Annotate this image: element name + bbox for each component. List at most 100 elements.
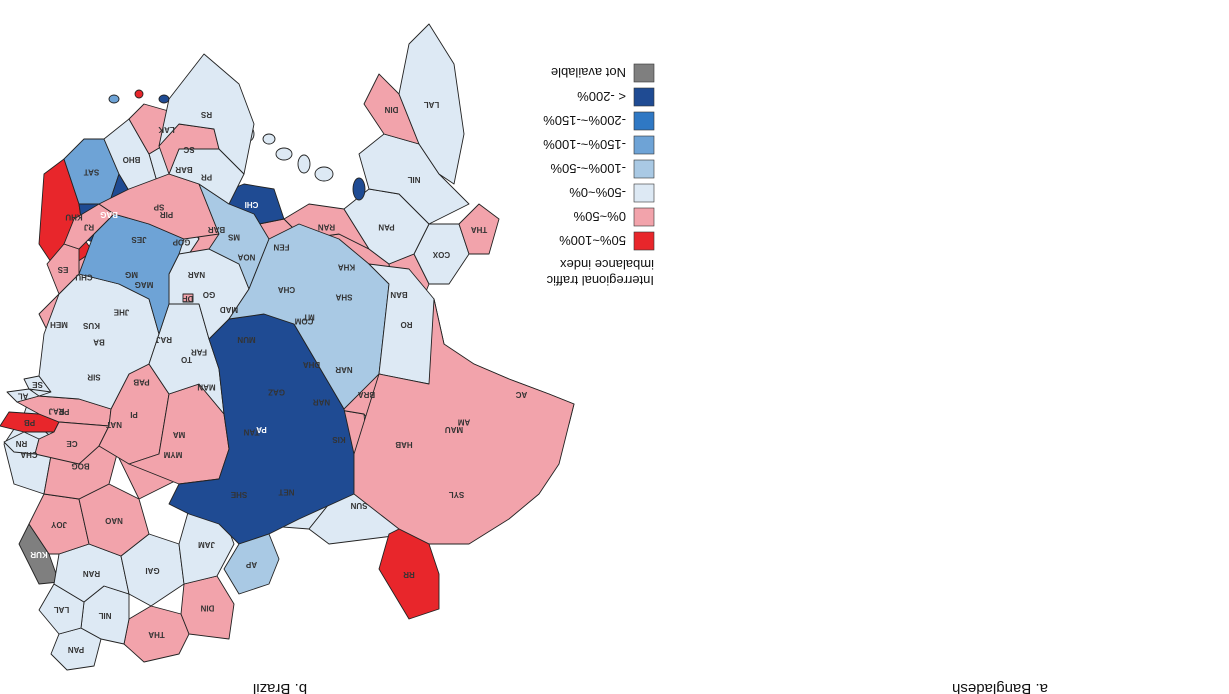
legend-swatch-3	[633, 159, 655, 179]
br-label-13: DF	[183, 294, 194, 303]
bd-label-26: NAR	[313, 397, 331, 406]
br-label-25: SC	[183, 145, 194, 154]
bd-label-12: JAM	[198, 540, 215, 549]
bangladesh-islands	[108, 89, 366, 201]
bd-label-9: NAO	[105, 516, 123, 525]
bd-label-21: MAU	[445, 425, 463, 434]
bd-label-3: DIN	[200, 603, 214, 612]
region-br-RS	[158, 53, 255, 175]
bd-label-31: PAB	[133, 377, 150, 386]
legend-swatch-7	[633, 63, 655, 83]
bd-label-39: MUN	[237, 335, 255, 344]
br-label-21: AC	[516, 390, 528, 399]
bd-label-52: BAR	[175, 165, 193, 174]
bd-label-42: SHA	[335, 292, 352, 301]
br-label-4: SE	[32, 380, 43, 389]
bd-label-0: PAN	[68, 645, 85, 654]
bd-label-47: KHU	[65, 212, 83, 221]
bd-label-29: NAR	[335, 365, 353, 374]
region-bd-4	[38, 583, 85, 635]
bd-label-20: SYL	[449, 490, 465, 499]
bd-label-57: KHA	[338, 262, 356, 271]
legend-label-0: 50%~100%	[559, 233, 626, 248]
bd-label-59: CHI	[245, 200, 259, 209]
bd-label-17: MYM	[163, 450, 182, 459]
legend-label-1: 0%~50%	[573, 209, 626, 224]
bd-label-27: BRA	[358, 390, 376, 399]
legend-subtitle: imbalance index	[560, 257, 654, 272]
bd-label-24: TAN	[243, 427, 259, 436]
legend-swatch-0	[633, 231, 655, 251]
bd-label-61: COX	[432, 250, 450, 259]
region-br-AL	[6, 388, 40, 403]
br-label-0: RN	[16, 439, 28, 448]
bd-label-28: DHA	[303, 360, 321, 369]
region-bd-69	[398, 23, 465, 185]
br-label-12: GO	[203, 290, 215, 299]
legend-label-5: -200%~-150%	[543, 113, 626, 128]
bd-label-40: COM	[294, 316, 313, 325]
bd-label-36: RAJ	[156, 335, 172, 344]
bd-label-10: CHA	[20, 450, 38, 459]
br-label-7: MA	[173, 430, 186, 439]
bd-label-41: CHA	[278, 285, 296, 294]
region-bd-5	[18, 523, 60, 585]
bd-label-15: NAT	[106, 420, 122, 429]
bd-label-33: MEH	[50, 320, 68, 329]
bd-label-35: JHE	[113, 307, 129, 316]
bd-label-43: MAD	[220, 305, 238, 314]
bd-label-38: MAG	[135, 280, 154, 289]
br-label-6: PI	[130, 410, 138, 419]
br-label-11: AP	[245, 560, 257, 569]
bd-label-56: FEN	[273, 242, 289, 251]
legend-label-3: -100%~-50%	[550, 161, 626, 176]
br-label-20: RO	[401, 320, 413, 329]
br-label-14: MG	[125, 270, 138, 279]
map-brazil-shapes	[0, 53, 575, 620]
region-br-RR	[378, 528, 440, 620]
bd-label-50: PIR	[160, 210, 174, 219]
bd-label-1: THA	[148, 630, 165, 639]
bd-label-2: NIL	[407, 175, 420, 184]
bd-label-46: GOP	[172, 237, 190, 246]
bd-label-23: KIS	[332, 435, 346, 444]
br-label-26: RS	[200, 110, 212, 119]
bd-label-54: LAK	[158, 125, 175, 134]
bd-label-13: SHE	[230, 490, 247, 499]
legend-swatch-1	[633, 207, 655, 227]
bd-label-48: SAT	[84, 167, 100, 176]
bd-label-25: GAZ	[268, 387, 285, 396]
bd-label-4: LAL	[54, 605, 70, 614]
bd-label-5: KUR	[30, 550, 48, 559]
bd-label-37: FAR	[191, 347, 207, 356]
br-label-24: PR	[201, 172, 212, 181]
br-label-2: PE	[58, 407, 69, 416]
bd-label-11: BOG	[71, 461, 89, 470]
caption-bangladesh: a. Bangladesh	[952, 680, 1048, 694]
br-label-19: MT	[303, 312, 315, 321]
br-label-15: ES	[57, 265, 68, 274]
br-label-16: RJ	[84, 222, 94, 231]
bd-label-3: DIN	[384, 105, 398, 114]
bd-label-58: RAN	[318, 222, 336, 231]
bd-label-0: PAN	[378, 222, 395, 231]
bd-label-32: KUS	[82, 321, 100, 330]
br-label-1: PB	[24, 418, 35, 427]
br-label-23: RR	[403, 570, 415, 579]
bd-label-4: LAL	[424, 100, 440, 109]
bd-label-19: SUN	[350, 501, 367, 510]
bd-label-14: RAJ	[48, 406, 64, 415]
legend-label-2: -50%~0%	[569, 185, 626, 200]
region-br-ES	[46, 243, 80, 295]
bd-label-7: GAI	[145, 566, 159, 575]
br-label-9: TO	[181, 355, 192, 364]
bd-label-8: JOY	[50, 520, 67, 529]
br-label-10: PA	[256, 425, 267, 434]
rotated-figure: PAN THA NIL DIN LAL KUR RAN GAI JOY NAO CHA BOG JAM S…	[0, 23, 575, 671]
bd-label-16: SIR	[87, 372, 101, 381]
bd-label-2: NIL	[98, 611, 111, 620]
legend-label-7: Not available	[551, 65, 626, 80]
bd-label-44: NAR	[188, 270, 206, 279]
legend-title: Interregional traffic	[546, 273, 654, 288]
